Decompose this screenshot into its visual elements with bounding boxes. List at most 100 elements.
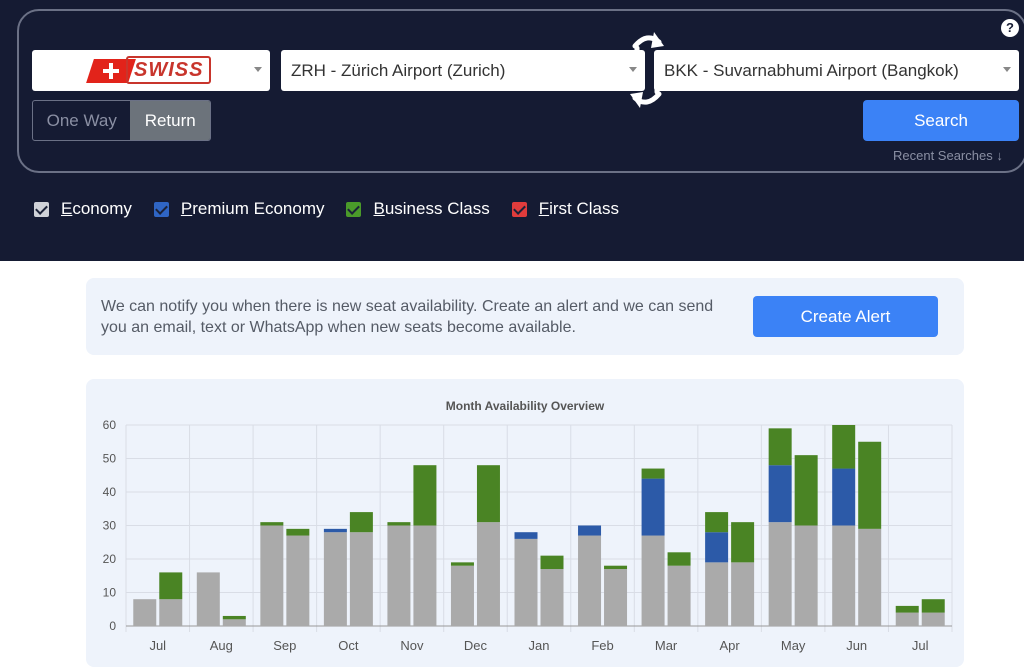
bar-segment [705, 562, 729, 626]
bar-segment [476, 522, 500, 626]
checkbox-checked-icon[interactable] [346, 201, 362, 217]
alert-message: We can notify you when there is new seat… [101, 298, 714, 336]
bar-segment [476, 465, 500, 523]
bar-segment [705, 532, 729, 563]
bar-segment [641, 478, 665, 536]
origin-select[interactable]: ZRH - Zürich Airport (Zurich) [281, 50, 645, 91]
airline-logo-text: SWISS [126, 56, 212, 84]
arrow-down-icon: ↓ [996, 148, 1003, 163]
x-tick-label: Sep [273, 638, 296, 653]
cabin-filter-business-class[interactable]: Business Class [346, 199, 490, 219]
x-tick-label: Jul [912, 638, 929, 653]
bar-segment [450, 565, 474, 626]
bar-segment [794, 525, 818, 626]
bar-segment [604, 565, 628, 570]
cabin-filter-label: Premium Economy [180, 199, 325, 218]
bar-segment [286, 528, 310, 536]
x-tick-label: Nov [400, 638, 424, 653]
bar-segment [323, 528, 347, 533]
bar-segment [159, 599, 183, 626]
bar-segment [260, 525, 284, 626]
origin-value: ZRH - Zürich Airport (Zurich) [291, 61, 506, 80]
x-tick-label: Dec [464, 638, 488, 653]
recent-searches-label: Recent Searches [893, 148, 993, 163]
search-button[interactable]: Search [863, 100, 1019, 141]
alert-banner: We can notify you when there is new seat… [86, 278, 964, 355]
bar-segment [349, 532, 373, 626]
x-tick-label: Jan [529, 638, 550, 653]
bar-segment [196, 572, 220, 626]
cabin-filters: Economy Premium Economy Business Class Firs… [34, 199, 641, 219]
bar-segment [222, 619, 246, 626]
y-tick-label: 10 [103, 586, 117, 600]
airline-select[interactable]: SWISS [32, 50, 270, 91]
bar-segment [387, 522, 411, 526]
bar-segment [667, 552, 691, 566]
trip-type-toggle: One Way Return [32, 100, 211, 141]
bar-segment [768, 522, 792, 626]
bar-segment [921, 599, 945, 613]
destination-select[interactable]: BKK - Suvarnabhumi Airport (Bangkok) [654, 50, 1019, 91]
bar-segment [832, 525, 856, 626]
bar-segment [159, 572, 183, 600]
bar-segment [387, 525, 411, 626]
bar-segment [514, 532, 538, 539]
bar-segment [349, 512, 373, 533]
search-panel [17, 9, 1024, 173]
question-circle-icon[interactable]: ? [1001, 19, 1019, 37]
bar-segment [921, 612, 945, 626]
bar-segment [578, 535, 602, 626]
checkbox-checked-icon[interactable] [153, 201, 169, 217]
bar-segment [286, 535, 310, 626]
search-header: ? SWISS ZRH - Zürich Airport (Zurich) BK… [0, 0, 1024, 261]
bar-segment [895, 605, 919, 613]
bar-segment [832, 425, 856, 469]
bar-segment [768, 428, 792, 466]
bar-segment [222, 615, 246, 620]
y-tick-label: 20 [103, 552, 117, 566]
bar-segment [604, 569, 628, 626]
x-tick-label: Aug [210, 638, 233, 653]
bar-segment [413, 525, 437, 626]
return-button[interactable]: Return [130, 101, 210, 140]
bar-segment [540, 555, 564, 570]
availability-chart: Month Availability Overview 0 10 20 30 40 50 60… [103, 399, 953, 653]
create-alert-button[interactable]: Create Alert [753, 296, 938, 337]
cabin-filter-first-class[interactable]: First Class [511, 199, 619, 219]
chart-title: Month Availability Overview [446, 399, 605, 413]
swiss-cross-icon [103, 63, 119, 79]
checkbox-checked-icon[interactable] [34, 201, 49, 217]
recent-searches-link[interactable]: Recent Searches ↓ [893, 148, 1003, 163]
chevron-down-icon [254, 67, 262, 72]
bar-segment [832, 468, 856, 526]
bar-segment [667, 565, 691, 626]
bar-segment [540, 569, 564, 626]
one-way-button[interactable]: One Way [46, 111, 117, 130]
x-tick-label: Apr [719, 638, 740, 653]
cabin-filter-label: First Class [538, 199, 619, 218]
y-tick-label: 30 [103, 519, 117, 533]
bar-segment [413, 465, 437, 526]
bar-segment [450, 562, 474, 566]
bar-segment [260, 522, 284, 526]
y-tick-label: 0 [109, 619, 116, 633]
bar-segment [858, 528, 882, 626]
cabin-filter-economy[interactable]: Economy [34, 199, 132, 219]
bar-segment [858, 441, 882, 529]
bar-segment [794, 455, 818, 526]
cabin-filter-label: Business Class [373, 199, 490, 218]
checkbox-checked-icon[interactable] [511, 201, 527, 217]
bar-segment [641, 535, 665, 626]
cabin-filter-premium-economy[interactable]: Premium Economy [153, 199, 325, 219]
bar-segment [323, 532, 347, 626]
availability-chart-panel: Month Availability Overview 0 10 20 30 40 50 60… [86, 379, 964, 667]
x-tick-label: Feb [591, 638, 613, 653]
bar-segment [731, 562, 755, 626]
bar-segment [895, 612, 919, 626]
y-tick-label: 40 [103, 485, 117, 499]
swiss-logo: SWISS [86, 56, 232, 84]
y-tick-label: 60 [103, 418, 117, 432]
bar-segment [578, 525, 602, 536]
bar-segment [133, 599, 157, 626]
cabin-filter-label: Economy [61, 199, 132, 218]
